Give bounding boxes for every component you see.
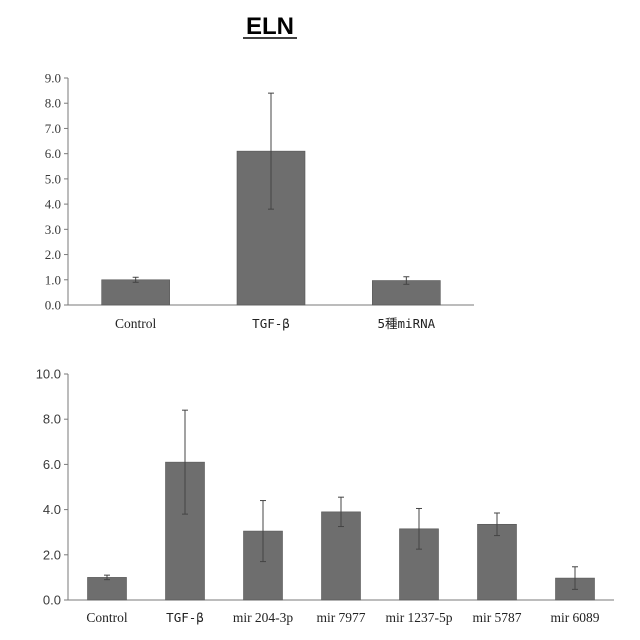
x-category-label: mir 6089 [550, 610, 599, 625]
bar [102, 280, 170, 305]
y-tick-label: 8.0 [45, 96, 61, 111]
y-tick-label: 0.0 [45, 298, 61, 313]
top-bar-chart: 0.0 1.0 2.0 3.0 4.0 5.0 6.0 7.0 8.0 9.0 Control TGF… [45, 71, 474, 332]
y-tick-label: 7.0 [45, 121, 61, 136]
x-category-label: mir 1237-5p [385, 610, 452, 625]
y-tick-label: 10.0 [36, 367, 61, 382]
y-tick-label: 4.0 [43, 502, 61, 517]
bar [88, 577, 127, 600]
y-tick-label: 2.0 [43, 547, 61, 562]
x-category-label: mir 7977 [316, 610, 365, 625]
x-category-label: Control [86, 610, 128, 625]
y-tick-label: 8.0 [43, 412, 61, 427]
y-tick-label: 6.0 [45, 146, 61, 161]
y-tick-label: 0.0 [43, 593, 61, 608]
y-tick-label: 5.0 [45, 171, 61, 186]
y-tick-label: 9.0 [45, 71, 61, 86]
x-category-label: 5種miRNA [378, 316, 436, 331]
x-category-label: TGF-β [252, 316, 290, 331]
y-tick-label: 1.0 [45, 272, 61, 287]
y-tick-label: 4.0 [45, 197, 61, 212]
y-tick-label: 6.0 [43, 457, 61, 472]
bottom-bar-chart: 0.0 2.0 4.0 6.0 8.0 10.0 Control TGF-β mir 204-3… [36, 367, 614, 626]
x-category-label: mir 204-3p [233, 610, 294, 625]
x-category-label: Control [115, 316, 157, 331]
chart-title: ELN [246, 13, 294, 40]
y-tick-label: 3.0 [45, 222, 61, 237]
x-category-label: mir 5787 [472, 610, 521, 625]
x-category-label: TGF-β [166, 610, 204, 625]
y-tick-label: 2.0 [45, 247, 61, 262]
